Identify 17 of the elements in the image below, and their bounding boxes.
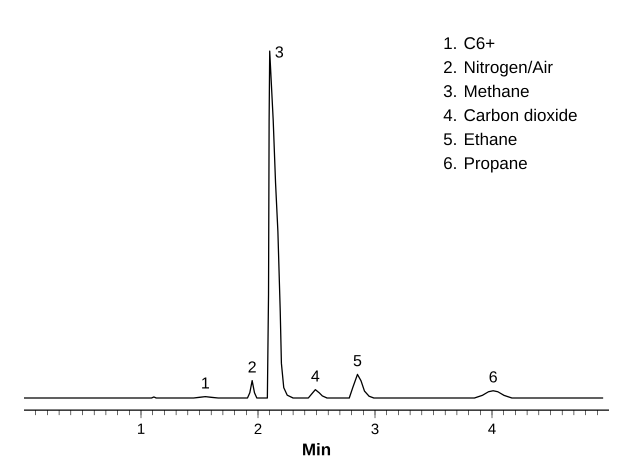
x-tick-label: 3 [371,424,379,434]
annotation: 3 [275,46,284,58]
annotation: 3. Methane [444,84,529,98]
annotation: 2. Nitrogen/Air [444,60,553,77]
x-tick-label: 1 [138,424,144,434]
text: 1. C6+ [444,37,494,50]
annotation: 5 [354,355,362,366]
annotation: 2 [248,361,256,372]
annotation: 4. Carbon dioxide [444,108,577,122]
x-axis-title: Min [303,443,330,456]
annotation: 1 [202,377,209,388]
x-tick-label: 4 [488,424,496,434]
annotation: 6. Propane [444,157,527,173]
annotation: 5. Ethane [444,132,517,146]
annotation: 6 [490,371,497,383]
annotation: 4 [311,370,320,382]
x-tick-label: 2 [254,424,262,434]
